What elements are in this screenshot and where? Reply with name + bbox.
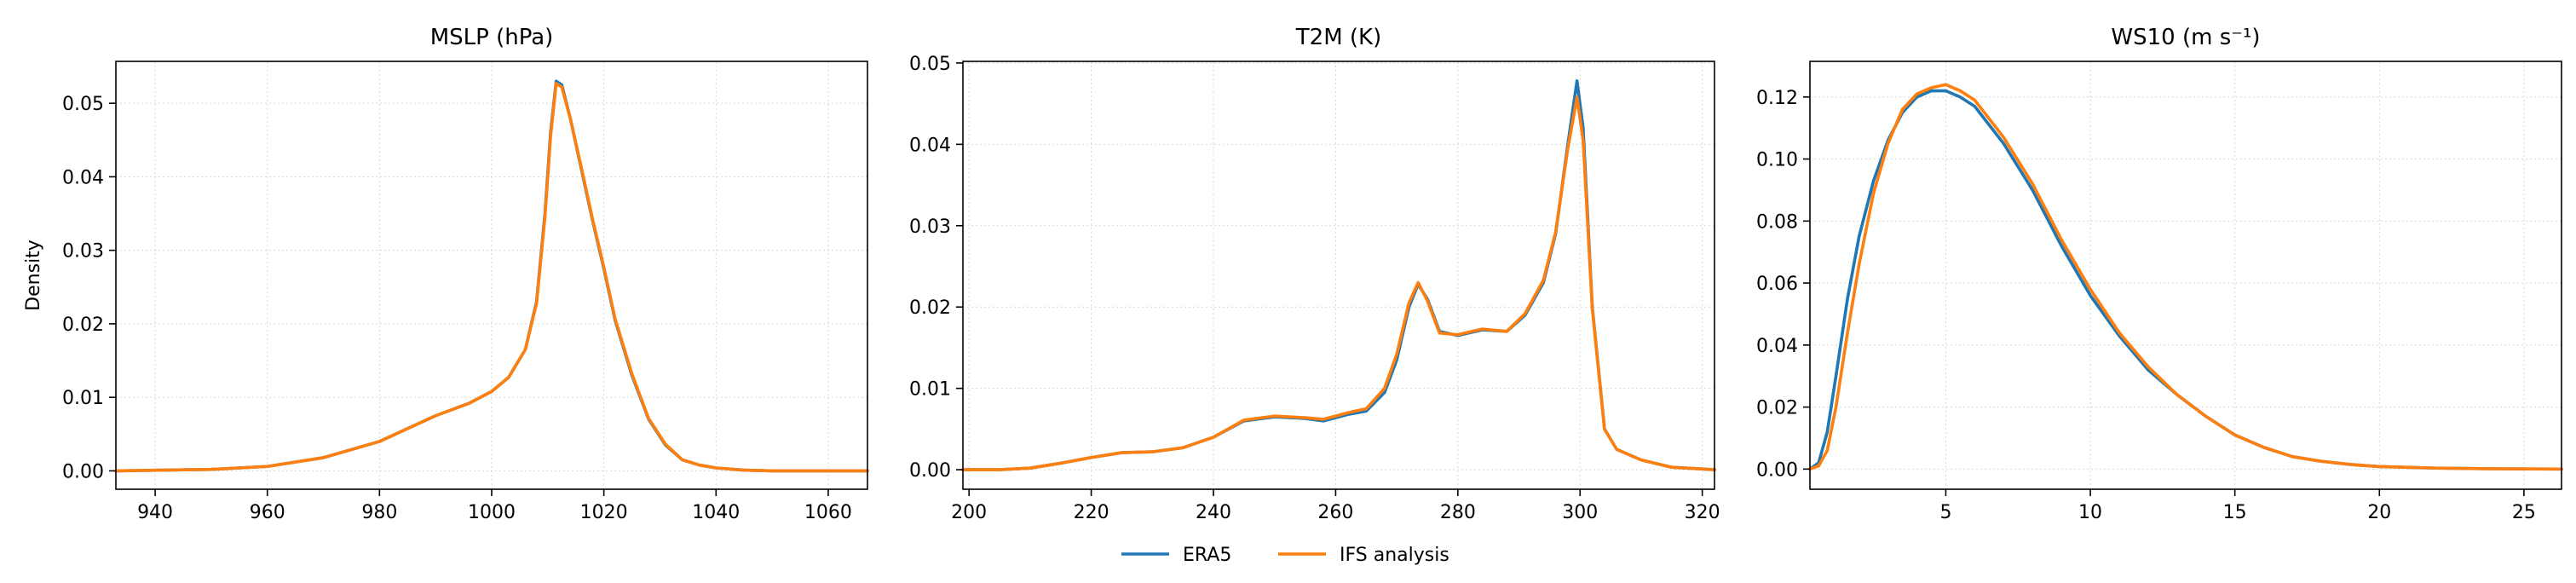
series-line-ifs-analysis	[114, 82, 869, 473]
y-tick-label: 0.01	[909, 379, 951, 401]
y-tick-label: 0.10	[1756, 150, 1798, 171]
y-tick-label: 0.05	[62, 94, 104, 115]
plot-frame	[962, 61, 1715, 490]
x-tick-label: 10	[2078, 502, 2102, 523]
x-tick-label: 980	[361, 502, 397, 523]
y-tick-label: 0.03	[909, 216, 951, 238]
x-tick-label: 1060	[804, 502, 852, 523]
x-tick-label: 960	[250, 502, 285, 523]
chart-title: MSLP (hPa)	[430, 25, 554, 50]
x-tick-label: 220	[1074, 502, 1109, 523]
y-tick-label: 0.03	[62, 241, 104, 263]
y-tick-label: 0.12	[1756, 88, 1798, 109]
x-tick-label: 5	[1939, 502, 1951, 523]
x-tick-label: 1040	[692, 502, 740, 523]
x-tick-label: 25	[2512, 502, 2536, 523]
series-line-ifs-analysis	[961, 95, 1716, 471]
series-line-era5	[1808, 89, 2563, 471]
y-tick-label: 0.02	[909, 297, 951, 319]
series-line-ifs-analysis	[1808, 83, 2563, 471]
y-tick-label: 0.04	[1756, 336, 1798, 357]
x-tick-label: 280	[1440, 502, 1476, 523]
chart-title: WS10 (m s⁻¹)	[2111, 25, 2260, 50]
chart-panel-2: 5 10 15 20 25 0.00 0.02 0.04 0.06 0.08 0.10 0.12 WS1…	[1756, 25, 2563, 523]
x-tick-label: 20	[2367, 502, 2391, 523]
chart-panel-1: 200 220 240 260 280 300 320 0.00 0.01 0.02 0.03 0.0…	[909, 25, 1720, 523]
y-axis-label: Density	[23, 240, 44, 311]
chart-panel-0: 940 960 980 1000 1020 1040 1060 0.00 0.01 0.02 0.0…	[23, 25, 869, 523]
y-tick-label: 0.00	[1756, 459, 1798, 481]
y-tick-label: 0.02	[62, 315, 104, 336]
legend: ERA5 IFS analysis	[1121, 545, 1449, 566]
y-tick-label: 0.00	[909, 460, 951, 482]
x-tick-label: 1020	[580, 502, 628, 523]
x-tick-label: 1000	[468, 502, 516, 523]
y-tick-label: 0.04	[909, 135, 951, 156]
y-tick-label: 0.05	[909, 54, 951, 75]
x-tick-label: 260	[1317, 502, 1353, 523]
y-tick-label: 0.06	[1756, 274, 1798, 295]
legend-label: IFS analysis	[1340, 545, 1449, 566]
plot-frame	[1809, 61, 2562, 490]
y-tick-label: 0.04	[62, 167, 104, 188]
chart-title: T2M (K)	[1295, 25, 1381, 50]
x-tick-label: 320	[1685, 502, 1720, 523]
y-tick-label: 0.02	[1756, 398, 1798, 419]
x-tick-label: 200	[951, 502, 987, 523]
x-tick-label: 300	[1562, 502, 1598, 523]
legend-label: ERA5	[1183, 545, 1231, 566]
x-tick-label: 940	[137, 502, 173, 523]
y-tick-label: 0.00	[62, 461, 104, 482]
y-tick-label: 0.08	[1756, 211, 1798, 233]
x-tick-label: 240	[1196, 502, 1231, 523]
x-tick-label: 15	[2223, 502, 2247, 523]
y-tick-label: 0.01	[62, 388, 104, 409]
